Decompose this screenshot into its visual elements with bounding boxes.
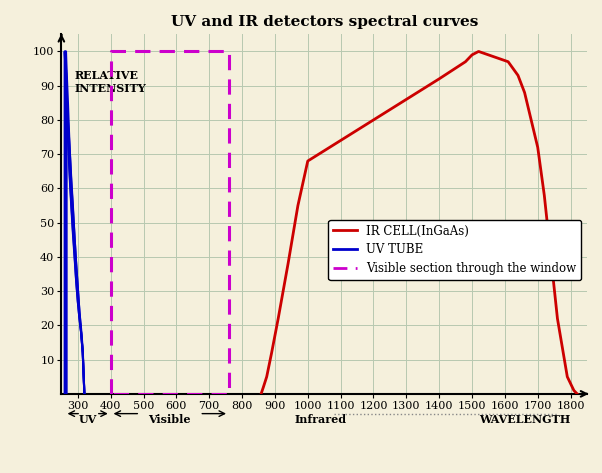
Title: UV and IR detectors spectral curves: UV and IR detectors spectral curves bbox=[170, 15, 478, 29]
Text: WAVELENGTH: WAVELENGTH bbox=[479, 413, 571, 425]
Legend: IR CELL(InGaAs), UV TUBE, Visible section through the window: IR CELL(InGaAs), UV TUBE, Visible sectio… bbox=[329, 220, 581, 280]
Text: UV: UV bbox=[78, 413, 97, 425]
Text: Infrared: Infrared bbox=[294, 413, 347, 425]
Text: Visible: Visible bbox=[149, 413, 191, 425]
Text: RELATIVE
INTENSITY: RELATIVE INTENSITY bbox=[75, 70, 146, 94]
